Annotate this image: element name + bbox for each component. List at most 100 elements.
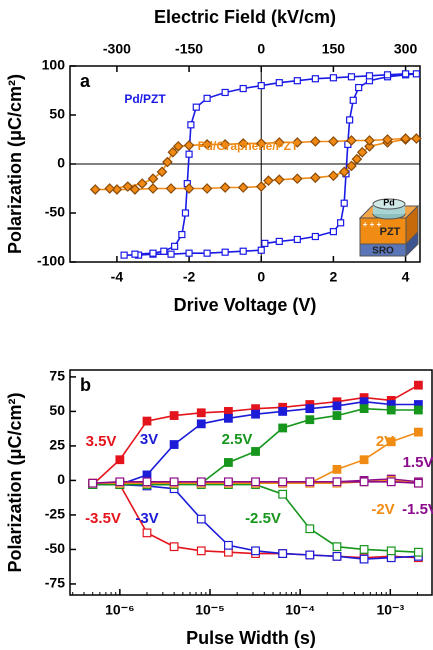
marker (192, 103, 200, 111)
marker (178, 230, 186, 239)
x2-tick-label: -150 (175, 41, 203, 57)
x-tick-label: 10⁻³ (376, 602, 404, 618)
marker (332, 551, 342, 561)
x-tick-label: -4 (111, 269, 124, 285)
marker (201, 139, 213, 150)
marker (278, 407, 288, 416)
marker (346, 135, 357, 146)
marker (340, 199, 348, 207)
inset-sro-label: SRO (372, 246, 394, 257)
x-tick-label: 4 (402, 269, 410, 285)
marker (332, 411, 342, 420)
marker (291, 173, 303, 185)
plot-frame (69, 369, 433, 596)
marker (293, 235, 301, 244)
marker (413, 547, 423, 557)
marker (332, 477, 342, 487)
marker (224, 477, 233, 487)
marker (88, 478, 98, 488)
marker (183, 140, 195, 151)
marker (310, 172, 321, 184)
inset-charges: + + + (363, 220, 382, 229)
marker (156, 166, 168, 178)
marker (257, 246, 265, 254)
marker (386, 477, 396, 487)
marker (221, 88, 229, 97)
series-label: 2.5V (222, 431, 253, 448)
marker (131, 250, 139, 258)
marker (181, 209, 190, 217)
y-tick-label: -100 (37, 253, 65, 269)
marker (89, 184, 101, 195)
x-tick-label: 2 (330, 269, 338, 285)
series-label: 1.5V (403, 454, 433, 471)
y-tick-label: -50 (45, 540, 65, 556)
marker (355, 83, 363, 92)
y-tick-label: 0 (57, 155, 65, 171)
series-label: 2V (376, 433, 394, 450)
panel-label: b (80, 375, 91, 395)
y-tick-label: -25 (45, 506, 65, 522)
marker (305, 404, 315, 414)
marker (129, 184, 141, 195)
x2-tick-label: 0 (257, 41, 265, 57)
marker (364, 141, 375, 152)
marker (196, 546, 206, 556)
marker (185, 150, 193, 158)
marker (219, 139, 231, 150)
marker (386, 437, 396, 447)
marker (165, 183, 177, 194)
y-axis-title: Polarization (μC/cm²) (5, 74, 25, 254)
marker (237, 182, 249, 193)
marker (383, 71, 392, 79)
marker (162, 156, 173, 168)
series-label: 3.5V (86, 433, 117, 450)
marker (219, 182, 231, 193)
x-axis-title: Pulse Width (s) (186, 628, 316, 648)
marker (115, 455, 125, 465)
y-tick-label: -50 (45, 204, 65, 220)
marker (386, 405, 396, 415)
marker (310, 136, 321, 147)
marker (305, 415, 315, 425)
y-axis-title: Polarization (μC/cm²) (5, 392, 25, 572)
marker (311, 75, 319, 83)
marker (329, 74, 338, 82)
marker (169, 477, 179, 487)
marker (332, 401, 342, 411)
marker (359, 477, 369, 487)
marker (224, 540, 233, 550)
marker (278, 549, 288, 558)
marker (273, 174, 285, 186)
y-tick-label: 75 (49, 368, 65, 384)
marker (275, 79, 283, 87)
x-tick-label: 10⁻⁴ (285, 602, 315, 618)
marker (351, 153, 363, 165)
marker (305, 524, 315, 534)
y-tick-label: 50 (49, 402, 65, 418)
marker (412, 70, 420, 78)
marker (142, 528, 152, 538)
marker (359, 554, 369, 564)
marker (201, 183, 213, 194)
marker (196, 477, 206, 487)
inset: Pd + + + PZT SRO (358, 197, 420, 258)
marker (149, 249, 157, 257)
marker (187, 121, 195, 129)
y-tick-label: 50 (49, 106, 65, 122)
marker (237, 138, 249, 149)
x2-axis-title: Electric Field (kV/cm) (154, 7, 336, 27)
marker (401, 70, 410, 78)
marker (386, 546, 396, 556)
marker (147, 173, 159, 185)
marker (142, 416, 152, 426)
marker (337, 219, 345, 227)
x-axis-title: Drive Voltage (V) (174, 295, 317, 315)
marker (136, 178, 148, 189)
marker (160, 247, 168, 255)
marker (382, 134, 393, 145)
y-tick-label: -75 (45, 575, 65, 591)
marker (328, 136, 339, 147)
marker (142, 477, 152, 487)
marker (413, 405, 423, 415)
